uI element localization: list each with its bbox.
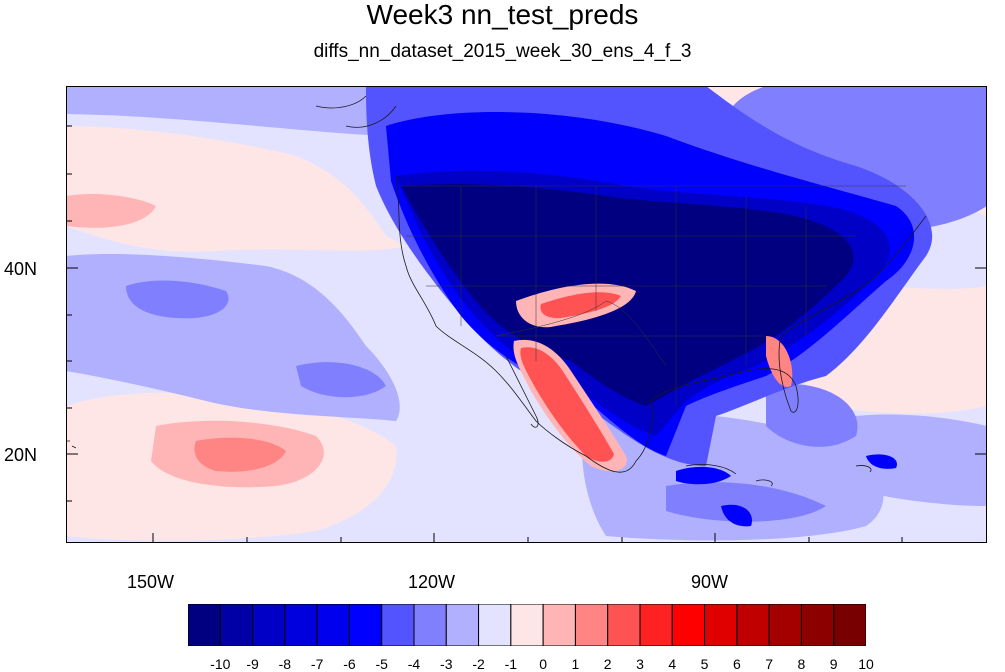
border-path [460, 186, 807, 406]
colorbar-swatch [284, 604, 318, 646]
field-patch [66, 126, 406, 252]
field-patch [723, 86, 987, 230]
colorbar-label: 5 [700, 656, 709, 672]
lon-label-90w: 90W [691, 572, 729, 592]
colorbar-label: -3 [440, 656, 453, 672]
field-patch [296, 362, 386, 398]
colorbar-swatch [219, 604, 254, 646]
field-patch [676, 466, 731, 485]
colorbar-label: 9 [829, 656, 838, 672]
colorbar-swatch [800, 604, 835, 646]
colorbar-label: 10 [858, 656, 874, 672]
colorbar-label: -5 [375, 656, 388, 672]
colorbar-swatch [510, 604, 544, 646]
colorbar-swatch [639, 604, 673, 646]
colorbar [188, 604, 866, 646]
field-patch [866, 454, 897, 469]
colorbar-swatch [478, 604, 512, 646]
colorbar-label: 8 [797, 656, 806, 672]
colorbar-swatch [736, 604, 770, 646]
colorbar-swatch [413, 604, 447, 646]
field-patch [194, 437, 286, 472]
field-patch [520, 347, 614, 462]
colorbar-label: -2 [472, 656, 485, 672]
colorbar-swatch [704, 604, 738, 646]
border-path [495, 300, 667, 367]
colorbar-label: 0 [539, 656, 548, 672]
colorbar-swatch [316, 604, 350, 646]
colorbar-label: 1 [571, 656, 580, 672]
colorbar-label: 7 [765, 656, 774, 672]
lon-label-120w: 120W [408, 572, 456, 592]
coastline-path [315, 95, 397, 128]
lat-label-40n: 40N [4, 259, 38, 279]
colorbar-swatch [188, 604, 221, 646]
colorbar-swatch [768, 604, 802, 646]
map-panel [66, 76, 987, 543]
colorbar-label: 4 [668, 656, 677, 672]
colorbar-swatch [381, 604, 415, 646]
lon-label-150w: 150W [127, 572, 175, 592]
colorbar-label: -1 [504, 656, 518, 672]
colorbar-label: 6 [732, 656, 741, 672]
colorbar-swatch [607, 604, 641, 646]
colorbar-label: -9 [246, 656, 259, 672]
plot-subtitle: diffs_nn_dataset_2015_week_30_ens_4_f_3 [313, 41, 692, 62]
coastlines [66, 95, 927, 487]
colorbar-label: -10 [210, 656, 231, 672]
colorbar-swatch [833, 604, 866, 646]
field-patch [666, 482, 826, 522]
colorbar-swatch [348, 604, 383, 646]
anomaly-field [66, 86, 987, 543]
state-borders [401, 185, 906, 406]
colorbar-label: -7 [310, 656, 324, 672]
coastline-path [685, 464, 872, 487]
anomaly-map [66, 76, 987, 543]
lat-label-20n: 20N [4, 445, 38, 465]
field-patch [126, 280, 229, 319]
field-patch [66, 194, 156, 228]
field-patch [766, 384, 858, 447]
coastline-path [505, 355, 539, 428]
colorbar-swatch [542, 604, 576, 646]
axis-ticks [66, 76, 987, 543]
border-path [406, 235, 856, 337]
plot-title: Week3 nn_test_preds [366, 0, 639, 30]
colorbar-label: -6 [343, 656, 356, 672]
colorbar-swatch [574, 604, 609, 646]
field-patch [540, 292, 621, 319]
coastline-path [395, 175, 927, 473]
field-patch [721, 504, 752, 527]
colorbar-swatch [671, 604, 706, 646]
colorbar-label: -4 [407, 656, 421, 672]
colorbar-swatch [445, 604, 480, 646]
colorbar-label: -8 [278, 656, 292, 672]
colorbar-label: 2 [603, 656, 612, 672]
colorbar-label: 3 [636, 656, 644, 672]
colorbar-swatch [252, 604, 286, 646]
